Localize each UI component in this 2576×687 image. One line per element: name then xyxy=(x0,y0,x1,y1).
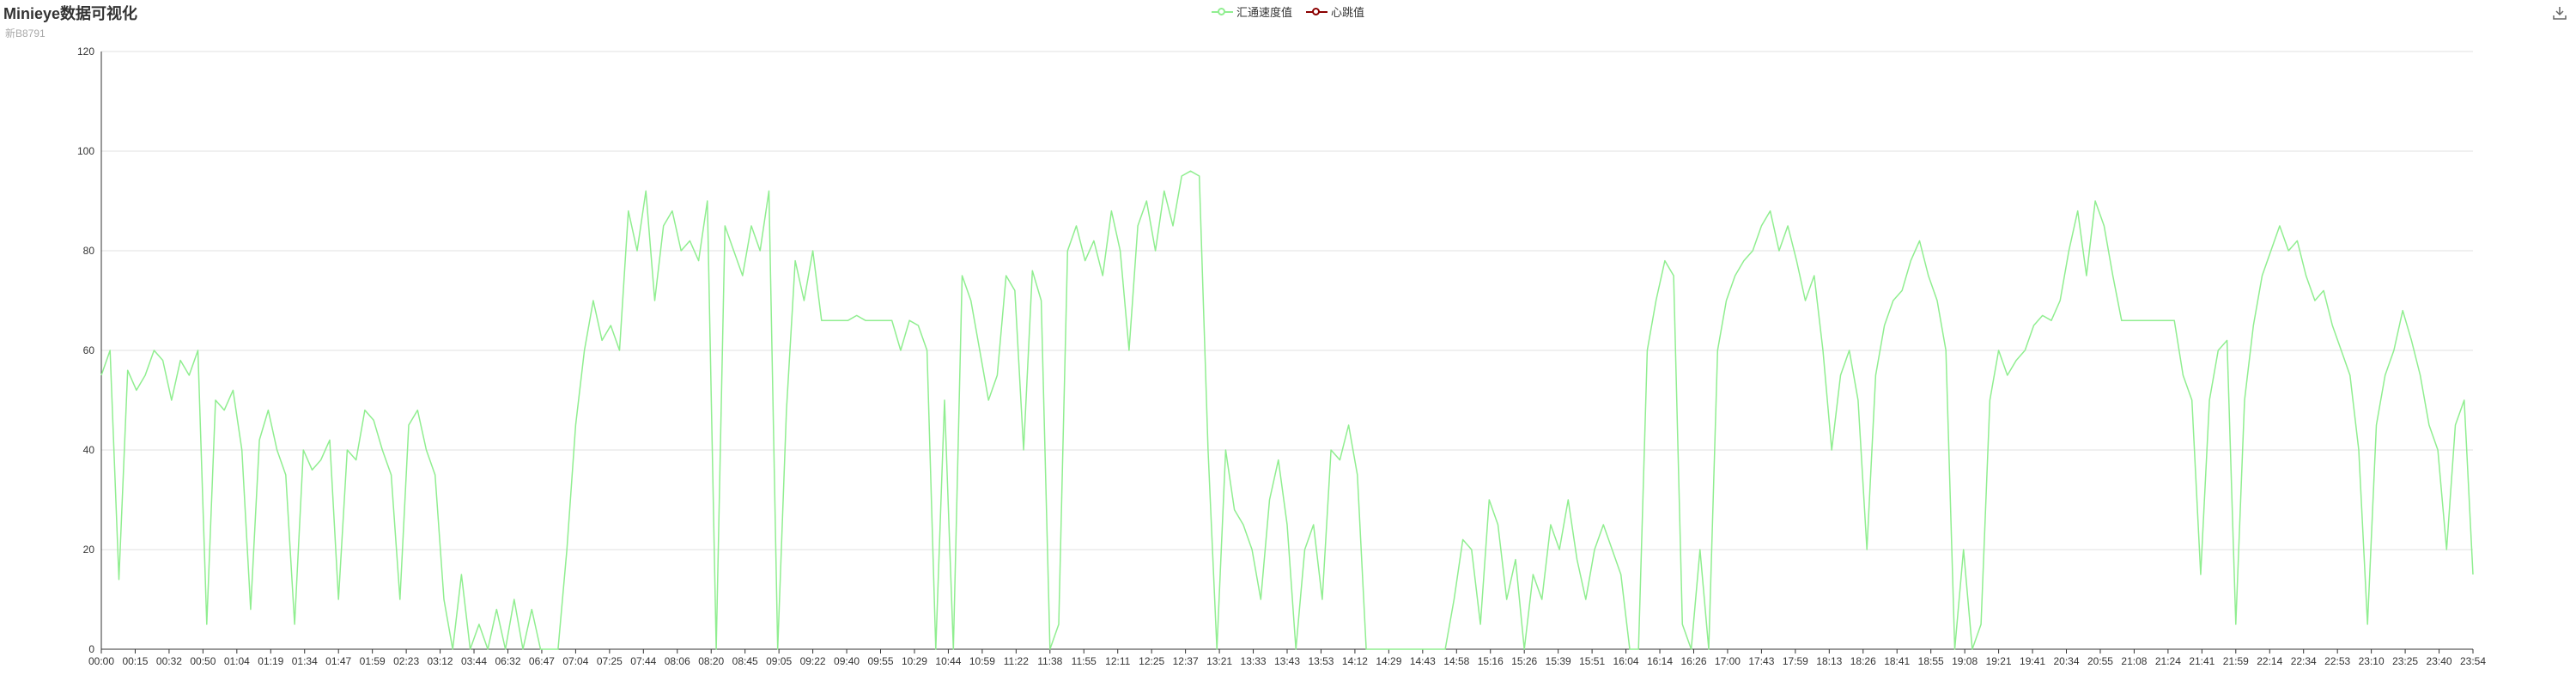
x-tick-label: 06:32 xyxy=(495,655,520,667)
legend-item-heartbeat[interactable]: 心跳值 xyxy=(1306,3,1364,20)
x-tick-label: 13:53 xyxy=(1308,655,1334,667)
legend: 汇通速度值 心跳值 xyxy=(0,3,2576,20)
x-tick-label: 14:12 xyxy=(1342,655,1368,667)
x-tick-label: 15:51 xyxy=(1579,655,1605,667)
x-tick-label: 23:25 xyxy=(2392,655,2418,667)
x-tick-label: 07:04 xyxy=(562,655,588,667)
x-tick-label: 03:12 xyxy=(428,655,453,667)
x-tick-label: 17:00 xyxy=(1715,655,1741,667)
x-tick-label: 01:19 xyxy=(258,655,283,667)
legend-swatch-speed-icon xyxy=(1211,6,1233,18)
x-tick-label: 21:41 xyxy=(2189,655,2215,667)
x-tick-label: 16:26 xyxy=(1680,655,1706,667)
x-tick-label: 09:05 xyxy=(766,655,792,667)
x-tick-label: 01:04 xyxy=(224,655,250,667)
x-tick-label: 14:58 xyxy=(1443,655,1469,667)
x-tick-label: 13:43 xyxy=(1274,655,1300,667)
page-title: Minieye数据可视化 xyxy=(3,5,138,22)
x-tick-label: 08:45 xyxy=(732,655,758,667)
x-tick-label: 23:54 xyxy=(2460,655,2486,667)
x-tick-label: 20:34 xyxy=(2053,655,2079,667)
y-tick-label: 60 xyxy=(83,344,95,356)
legend-swatch-heartbeat-icon xyxy=(1306,6,1327,18)
x-tick-label: 03:44 xyxy=(461,655,487,667)
x-tick-label: 22:34 xyxy=(2291,655,2317,667)
y-tick-label: 100 xyxy=(77,145,94,157)
x-tick-label: 07:25 xyxy=(597,655,623,667)
x-tick-label: 16:04 xyxy=(1613,655,1639,667)
x-tick-label: 08:06 xyxy=(665,655,690,667)
series-line-0 xyxy=(100,170,2474,650)
x-tick-label: 11:55 xyxy=(1072,655,1097,667)
x-tick-label: 19:08 xyxy=(1952,655,1978,667)
x-tick-label: 09:22 xyxy=(800,655,826,667)
x-tick-label: 02:23 xyxy=(393,655,419,667)
x-tick-label: 18:13 xyxy=(1816,655,1842,667)
x-tick-label: 15:26 xyxy=(1511,655,1537,667)
x-tick-label: 11:22 xyxy=(1004,655,1029,667)
download-icon[interactable] xyxy=(2552,5,2567,21)
x-tick-label: 18:55 xyxy=(1918,655,1944,667)
x-tick-label: 22:14 xyxy=(2257,655,2282,667)
x-tick-label: 10:44 xyxy=(935,655,961,667)
x-tick-label: 13:33 xyxy=(1241,655,1267,667)
x-tick-label: 10:29 xyxy=(902,655,927,667)
x-tick-label: 23:10 xyxy=(2359,655,2385,667)
x-tick-label: 09:40 xyxy=(834,655,860,667)
x-tick-label: 19:41 xyxy=(2020,655,2045,667)
y-tick-label: 20 xyxy=(83,544,95,556)
x-tick-label: 00:15 xyxy=(122,655,148,667)
legend-label-speed: 汇通速度值 xyxy=(1236,6,1292,19)
y-tick-label: 80 xyxy=(83,245,95,257)
x-tick-label: 12:37 xyxy=(1173,655,1199,667)
x-tick-label: 00:50 xyxy=(190,655,216,667)
x-tick-label: 08:20 xyxy=(698,655,724,667)
x-tick-label: 00:00 xyxy=(88,655,114,667)
x-tick-label: 01:47 xyxy=(325,655,351,667)
x-tick-label: 21:24 xyxy=(2155,655,2181,667)
legend-label-heartbeat: 心跳值 xyxy=(1331,6,1365,19)
x-tick-label: 15:16 xyxy=(1478,655,1504,667)
page-subtitle: 新B8791 xyxy=(5,27,46,40)
x-tick-label: 18:26 xyxy=(1850,655,1876,667)
legend-item-speed[interactable]: 汇通速度值 xyxy=(1211,3,1292,20)
x-tick-label: 14:29 xyxy=(1376,655,1401,667)
x-tick-label: 21:08 xyxy=(2121,655,2147,667)
x-tick-label: 00:32 xyxy=(156,655,182,667)
x-tick-label: 01:34 xyxy=(292,655,318,667)
x-tick-label: 01:59 xyxy=(360,655,386,667)
x-tick-label: 10:59 xyxy=(969,655,995,667)
x-tick-label: 21:59 xyxy=(2223,655,2249,667)
x-tick-label: 09:55 xyxy=(867,655,893,667)
y-tick-label: 120 xyxy=(77,46,94,58)
x-tick-label: 22:53 xyxy=(2324,655,2350,667)
x-tick-label: 07:44 xyxy=(630,655,656,667)
x-tick-label: 14:43 xyxy=(1410,655,1436,667)
x-tick-label: 19:21 xyxy=(1986,655,2012,667)
x-tick-label: 12:25 xyxy=(1139,655,1164,667)
x-tick-label: 13:21 xyxy=(1206,655,1232,667)
x-tick-label: 17:43 xyxy=(1748,655,1774,667)
x-tick-label: 16:14 xyxy=(1647,655,1673,667)
y-tick-label: 0 xyxy=(88,643,94,655)
y-tick-label: 40 xyxy=(83,444,95,456)
x-tick-label: 06:47 xyxy=(529,655,555,667)
x-tick-label: 12:11 xyxy=(1105,655,1130,667)
x-tick-label: 17:59 xyxy=(1783,655,1808,667)
x-tick-label: 18:41 xyxy=(1884,655,1910,667)
x-tick-label: 20:55 xyxy=(2087,655,2113,667)
x-tick-label: 23:40 xyxy=(2427,655,2452,667)
x-tick-label: 11:38 xyxy=(1037,655,1062,667)
x-tick-label: 15:39 xyxy=(1546,655,1571,667)
